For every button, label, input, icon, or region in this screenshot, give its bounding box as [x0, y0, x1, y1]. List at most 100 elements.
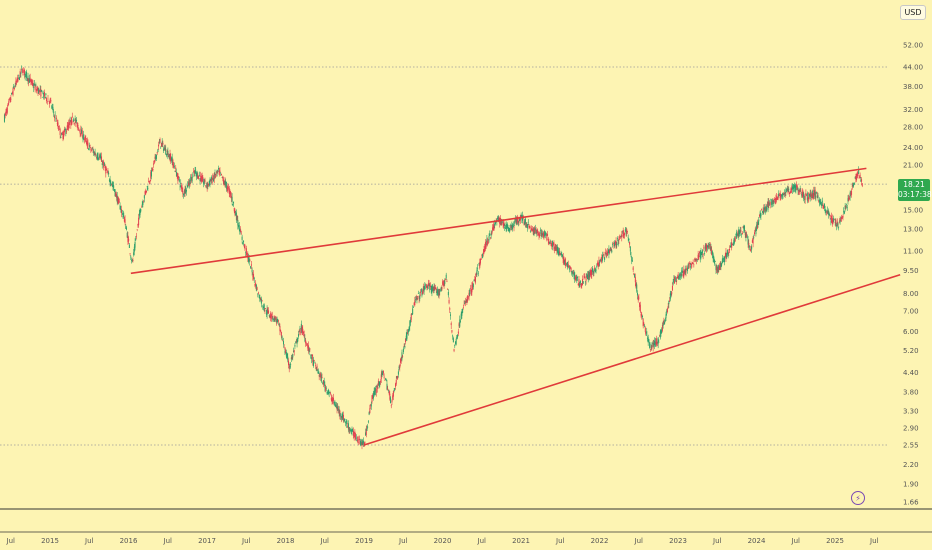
candle-body [726, 250, 728, 255]
candle-body [562, 254, 564, 257]
candle-body [328, 393, 330, 394]
trendline[interactable] [363, 273, 901, 446]
candle-body [341, 413, 343, 418]
candle-body [121, 209, 123, 214]
candle-body [312, 357, 314, 363]
currency-button[interactable]: USD [900, 5, 926, 20]
candle-body [83, 138, 85, 140]
candle-body [446, 280, 448, 282]
candle-body [624, 232, 626, 235]
candle-body [79, 133, 81, 134]
candle-body [313, 360, 315, 362]
candle-body [730, 243, 732, 247]
candle-body [652, 342, 654, 348]
candle-body [416, 297, 418, 300]
candle-body [539, 230, 541, 231]
candle-body [549, 243, 551, 245]
candle-body [118, 201, 120, 203]
candle-body [355, 437, 357, 439]
candle-body [465, 302, 467, 303]
candle-body [670, 293, 672, 295]
price-tick-label: 2.90 [903, 424, 919, 432]
candle-body [119, 205, 121, 210]
candle-body [529, 226, 531, 229]
candle-body [98, 156, 100, 158]
candle-body [213, 173, 215, 180]
candle-body [484, 242, 486, 250]
candle-body [101, 156, 103, 162]
candle-body [768, 201, 770, 207]
candle-body [557, 250, 559, 253]
candle-body [49, 99, 51, 101]
candle-body [43, 93, 45, 98]
candle-body [709, 244, 711, 246]
candle-body [592, 272, 594, 273]
candle-body [504, 226, 506, 229]
candle-body [205, 185, 207, 186]
candle-body [330, 393, 332, 394]
candle-body [639, 302, 641, 308]
candle-body [201, 176, 203, 182]
candle-body [669, 293, 671, 300]
candle-body [592, 268, 594, 272]
candle-body [435, 287, 437, 290]
trendline[interactable] [130, 167, 867, 275]
candle-body [684, 269, 686, 274]
candle-body [452, 335, 454, 337]
candle-body [819, 201, 821, 205]
candle-body [413, 303, 415, 305]
candle-body [303, 334, 305, 337]
candle-body [778, 193, 780, 196]
candle-body [21, 68, 23, 73]
candle-body [586, 274, 588, 275]
candle-body [4, 113, 6, 116]
candle-body [133, 252, 135, 255]
candle-body [337, 406, 339, 409]
candle-body [842, 215, 844, 218]
candle-body [688, 265, 690, 269]
candle-body [409, 321, 411, 327]
lightning-icon[interactable]: ⚡ [851, 491, 865, 505]
candle-body [231, 196, 233, 202]
candle-body [771, 200, 773, 205]
candle-body [701, 250, 703, 254]
bar-countdown: 03:17:38 [898, 190, 932, 200]
candle-body [794, 185, 796, 189]
candle-body [180, 182, 182, 185]
candle-body [610, 248, 612, 251]
candle-body [690, 262, 692, 265]
candle-body [473, 280, 475, 281]
candle-body [253, 273, 255, 279]
candle-body [711, 251, 713, 255]
candle-body [758, 219, 760, 222]
candle-body [293, 350, 295, 353]
candle-body [400, 358, 402, 361]
candle-body [779, 192, 781, 199]
candle-body [126, 227, 128, 230]
candle-body [724, 255, 726, 256]
candle-body [548, 241, 550, 244]
candle-body [739, 230, 741, 235]
candle-body [68, 121, 70, 126]
candle-body [407, 333, 409, 334]
candle-body [723, 258, 725, 260]
candle-body [713, 256, 715, 262]
price-tick-label: 5.20 [903, 347, 919, 355]
candle-body [804, 194, 806, 200]
candle-body [28, 78, 30, 83]
candle-body [570, 267, 572, 272]
candle-body [179, 186, 181, 188]
candle-body [122, 215, 124, 218]
candle-body [142, 201, 144, 205]
candle-body [657, 337, 659, 345]
candle-body [123, 212, 125, 217]
candle-body [482, 252, 484, 255]
candle-body [441, 287, 443, 290]
candle-body [116, 194, 118, 198]
candle-body [843, 210, 845, 213]
candle-body [244, 245, 246, 250]
candle-body [608, 248, 610, 256]
candle-body [432, 286, 434, 291]
candle-body [331, 398, 333, 402]
